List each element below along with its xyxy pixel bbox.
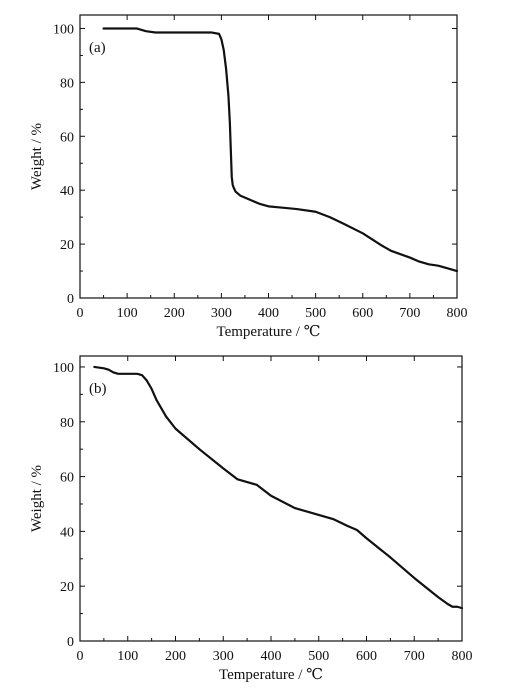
x-tick-label: 600: [352, 306, 373, 321]
panel-a: 0 100 200 300 400 500 600 700 800 0 20 40 60 80 100 Tem…: [29, 14, 468, 340]
panel-label: (b): [89, 381, 107, 397]
x-tick-label: 600: [356, 649, 377, 664]
panel-label: (a): [89, 40, 106, 56]
x-tick-label: 200: [165, 649, 186, 664]
y-tick-label: 60: [60, 471, 74, 486]
x-tick-label: 300: [213, 649, 234, 664]
x-axis-title: Temperature / ℃: [219, 667, 323, 683]
y-tick-label: 40: [60, 184, 74, 199]
y-tick-label: 80: [60, 416, 74, 431]
y-tick-label: 0: [67, 292, 74, 307]
x-tick-label: 800: [447, 306, 468, 321]
y-tick-label: 0: [67, 635, 74, 650]
x-tick-label: 100: [117, 306, 138, 321]
y-tick-label: 100: [53, 361, 74, 376]
y-tick-label: 40: [60, 525, 74, 540]
y-tick-label: 20: [60, 580, 74, 595]
plot-frame: [79, 355, 463, 642]
x-tick-label: 500: [308, 649, 329, 664]
y-tick-label: 100: [53, 22, 74, 37]
y-axis-title: Weight / %: [29, 123, 45, 190]
x-tick-label: 0: [77, 649, 84, 664]
x-tick-label: 0: [77, 306, 84, 321]
y-tick-label: 60: [60, 130, 74, 145]
y-axis-title: Weight / %: [29, 465, 45, 532]
panel-b: 0 100 200 300 400 500 600 700 800 0 20 40 60 80 100 Tem…: [29, 355, 473, 683]
y-tick-label: 80: [60, 76, 74, 91]
x-axis-title: Temperature / ℃: [216, 324, 320, 340]
x-tick-label: 100: [117, 649, 138, 664]
y-tick-label: 20: [60, 238, 74, 253]
plot-frame: [79, 14, 458, 299]
weight-curve: [93, 365, 464, 610]
x-tick-label: 300: [211, 306, 232, 321]
x-tick-label: 400: [261, 649, 282, 664]
x-tick-label: 800: [452, 649, 473, 664]
x-tick-label: 700: [399, 306, 420, 321]
x-tick-label: 200: [164, 306, 185, 321]
weight-curve: [102, 27, 459, 273]
x-tick-label: 700: [404, 649, 425, 664]
x-tick-label: 400: [258, 306, 279, 321]
x-tick-label: 500: [305, 306, 326, 321]
